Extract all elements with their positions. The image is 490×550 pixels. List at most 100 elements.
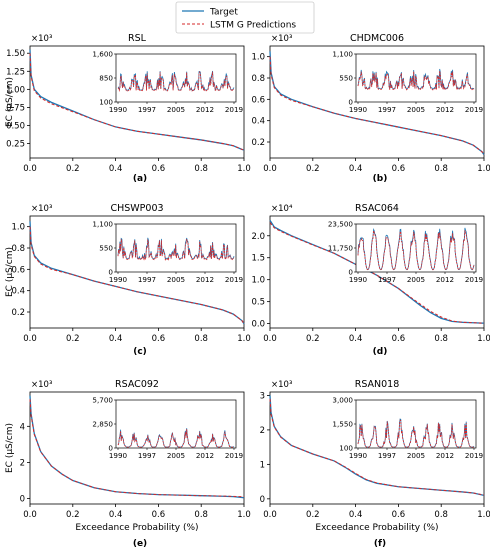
- inset-prediction-line: [117, 238, 235, 261]
- inset-x-tick-label: 1990: [349, 451, 368, 460]
- inset-x-tick-label: 1997: [378, 275, 396, 284]
- panel-label: (f): [374, 539, 386, 549]
- x-tick-label: 0.8: [194, 510, 208, 520]
- y-tick-label: 0.8: [251, 74, 265, 84]
- inset-prediction-line: [357, 230, 475, 271]
- panel-label: (b): [373, 174, 388, 184]
- y-tick-label: 0.2: [11, 308, 25, 318]
- chart-panel: CHSWP003 ×10³ 0.0 0.2 0.4 0.6 0.8 1.0 0.2 0.4 0.6 0…: [5, 203, 251, 357]
- chart-panel: RSAC092 ×10³ 0.0 0.2 0.4 0.6 0.8 1.0 0 2 4 EC (μS/c…: [5, 379, 251, 549]
- inset-x-tick-label: 1997: [138, 275, 156, 284]
- inset-y-tick-label: 0: [108, 268, 113, 277]
- y-tick-label: 1.0: [251, 276, 265, 286]
- prediction-series-line: [29, 53, 245, 151]
- x-tick-label: 0.4: [349, 334, 363, 344]
- inset-x-tick-label: 2019: [225, 275, 244, 284]
- inset-x-tick-label: 1990: [349, 105, 368, 114]
- inset-x-tick-label: 1990: [109, 105, 128, 114]
- x-tick-label: 0.6: [152, 334, 166, 344]
- axis-multiplier: ×10³: [31, 34, 52, 44]
- y-tick-label: 1.5: [251, 254, 265, 264]
- x-axis-label: Exceedance Probability (%): [75, 523, 198, 533]
- inset-x-tick-label: 2005: [407, 105, 425, 114]
- x-tick-label: 1.0: [237, 334, 251, 344]
- chart-panel: RSAN018 ×10³ 0.0 0.2 0.4 0.6 0.8 1.0 0 1 2 3 Exceeda…: [260, 379, 490, 549]
- y-tick-label: 1.25: [6, 67, 25, 77]
- y-tick-label: 0.50: [6, 121, 25, 131]
- inset-y-tick-label: 1,100: [92, 220, 113, 229]
- inset-x-tick-label: 1997: [138, 451, 156, 460]
- x-tick-label: 0.2: [306, 164, 320, 174]
- inset-y-tick-label: 2,850: [92, 420, 113, 429]
- inset-y-tick-label: 3,000: [332, 396, 353, 405]
- legend-box: [175, 1, 315, 34]
- prediction-series-line: [269, 398, 485, 496]
- target-series-line: [29, 221, 245, 325]
- x-tick-label: 0.2: [66, 510, 80, 520]
- inset-y-tick-label: 850: [99, 74, 113, 83]
- x-tick-label: 1.0: [237, 510, 251, 520]
- x-tick-label: 0.2: [306, 510, 320, 520]
- inset-x-tick-label: 2012: [436, 451, 454, 460]
- x-tick-label: 0.8: [434, 510, 448, 520]
- y-tick-label: 0: [20, 495, 25, 505]
- panel-label: (a): [133, 174, 147, 184]
- inset-x-tick-label: 2012: [436, 275, 454, 284]
- inset-prediction-line: [357, 70, 475, 91]
- inset-y-tick-label: 100: [339, 444, 353, 453]
- x-tick-label: 0.6: [392, 334, 406, 344]
- inset-y-tick-label: 1,600: [92, 50, 113, 59]
- x-tick-label: 0.2: [306, 334, 320, 344]
- chart-panel: RSAC064 ×10⁴ 0.0 0.2 0.4 0.6 0.8 1.0 0.0 0.5 1.0 1.…: [251, 203, 490, 357]
- legend-predictions-label: LSTM G Predictions: [210, 21, 296, 31]
- x-tick-label: 0.6: [392, 164, 406, 174]
- y-tick-label: 4: [20, 422, 25, 432]
- inset-prediction-line: [117, 71, 235, 93]
- inset-y-tick-label: 550: [339, 74, 353, 83]
- plot-frame: [269, 215, 485, 329]
- y-axis-label: EC (μS/cm): [5, 247, 15, 297]
- x-tick-label: 0.2: [66, 334, 80, 344]
- y-tick-label: 0.2: [251, 138, 265, 148]
- axis-multiplier: ×10³: [271, 380, 292, 390]
- plot-frame: [269, 45, 485, 159]
- inset-y-tick-label: 23,500: [328, 220, 354, 229]
- x-tick-label: 1.0: [477, 510, 490, 520]
- plot-frame: [269, 391, 485, 505]
- plot-frame: [29, 215, 245, 329]
- inset-y-tick-label: 0: [348, 98, 353, 107]
- chart-panel: CHDMC006 ×10³ 0.0 0.2 0.4 0.6 0.8 1.0 0.2 0.4 0.6 0…: [251, 33, 490, 184]
- y-tick-label: 2: [20, 458, 25, 468]
- inset-x-tick-label: 2019: [465, 275, 484, 284]
- axis-multiplier: ×10⁴: [271, 204, 293, 214]
- inset-x-tick-label: 2012: [196, 451, 214, 460]
- panel-label: (d): [373, 347, 388, 357]
- inset-x-tick-label: 1997: [138, 105, 156, 114]
- x-tick-label: 0.0: [23, 510, 37, 520]
- y-axis-label: EC (μS/cm): [5, 423, 15, 473]
- inset-y-tick-label: 100: [99, 98, 113, 107]
- x-tick-label: 0.8: [194, 164, 208, 174]
- x-tick-label: 1.0: [477, 334, 490, 344]
- x-tick-label: 0.8: [434, 334, 448, 344]
- panel-title: CHSWP003: [110, 203, 163, 214]
- inset-y-tick-label: 0: [108, 444, 113, 453]
- x-tick-label: 0.4: [349, 164, 363, 174]
- inset-x-tick-label: 2005: [167, 105, 185, 114]
- inset-x-tick-label: 2012: [436, 105, 454, 114]
- y-tick-label: 0.4: [251, 117, 265, 127]
- panel-label: (e): [133, 539, 147, 549]
- panel-title: RSL: [128, 33, 147, 44]
- y-tick-label: 1: [260, 460, 265, 470]
- y-axis-label: EC (μS/cm): [5, 77, 15, 127]
- inset-frame: [115, 399, 237, 449]
- inset-x-tick-label: 2005: [167, 275, 185, 284]
- y-tick-label: 0.6: [251, 95, 265, 105]
- prediction-series-line: [29, 399, 245, 498]
- inset-x-tick-label: 1997: [378, 451, 396, 460]
- plot-frame: [29, 45, 245, 159]
- x-tick-label: 0.4: [109, 164, 123, 174]
- prediction-series-line: [269, 56, 485, 156]
- x-tick-label: 0.2: [66, 164, 80, 174]
